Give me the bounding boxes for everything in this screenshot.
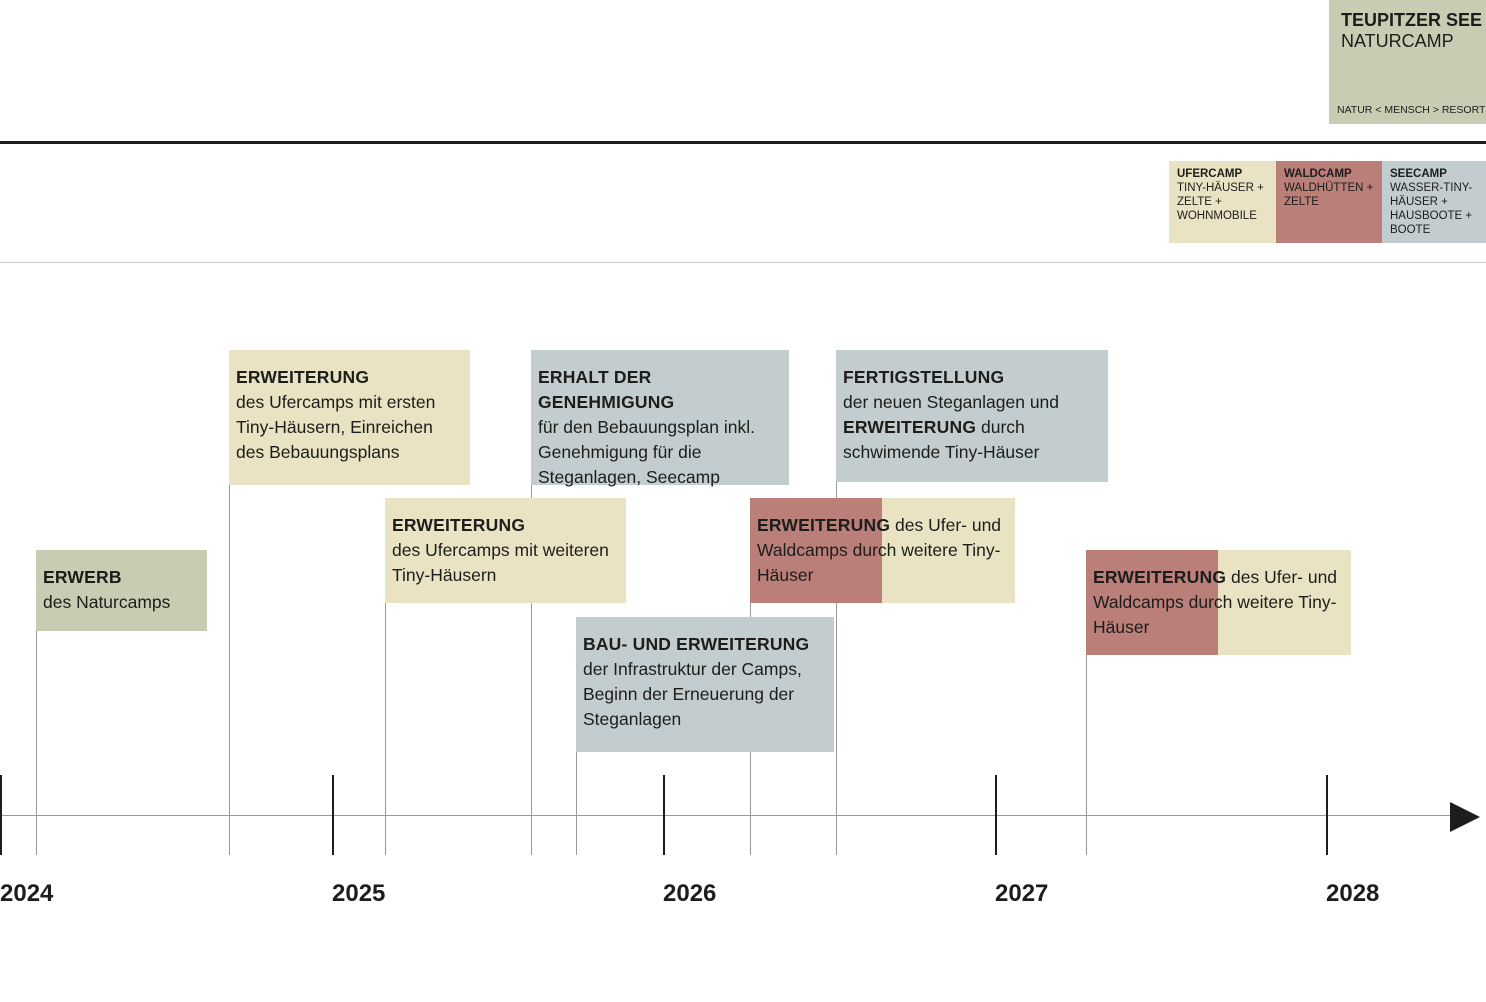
brand-title: TEUPITZER SEE bbox=[1341, 10, 1483, 30]
year-label: 2026 bbox=[663, 880, 717, 907]
event-text: des Naturcamps bbox=[43, 592, 171, 612]
event-text: des Ufer- und Waldcamps durch weitere Ti… bbox=[1093, 567, 1338, 637]
event-title: ERHALT DER GENEHMIGUNG bbox=[538, 367, 675, 412]
legend-item: WALDCAMP WALDHÜTTEN + ZELTE bbox=[1276, 161, 1382, 243]
year-label: 2028 bbox=[1326, 880, 1380, 907]
year-label: 2027 bbox=[995, 880, 1049, 907]
event-title: ERWEITERUNG bbox=[757, 515, 891, 535]
event-line bbox=[36, 550, 37, 855]
event-box: ERWEITERUNG des Ufer- und Waldcamps durc… bbox=[1086, 550, 1351, 655]
event-text: des Ufercamps mit weiteren Tiny-Häusern bbox=[392, 540, 609, 585]
year-tick bbox=[663, 775, 665, 855]
event-title: ERWEITERUNG bbox=[392, 515, 526, 535]
brand-box: TEUPITZER SEE NATURCAMP NATUR < MENSCH >… bbox=[1329, 0, 1486, 124]
year-tick bbox=[1326, 775, 1328, 855]
year-tick bbox=[332, 775, 334, 855]
event-title: ERWEITERUNG bbox=[843, 417, 977, 437]
event-text: durch schwimende Tiny-Häuser bbox=[843, 417, 1040, 462]
rule bbox=[0, 262, 1486, 263]
event-box: FERTIGSTELLUNG der neuen Steganlagen und E… bbox=[836, 350, 1108, 482]
year-label: 2025 bbox=[332, 880, 386, 907]
event-box: ERWERB des Naturcamps bbox=[36, 550, 207, 631]
event-text: für den Bebauungsplan inkl. Genehmigung … bbox=[538, 417, 755, 487]
year-label: 2024 bbox=[0, 880, 54, 907]
event-title: BAU- UND ERWEITERUNG bbox=[583, 634, 810, 654]
year-tick bbox=[995, 775, 997, 855]
event-title: ERWEITERUNG bbox=[1093, 567, 1227, 587]
legend-text: WALDHÜTTEN + ZELTE bbox=[1284, 182, 1374, 208]
event-box: ERWEITERUNG des Ufer- und Waldcamps durc… bbox=[750, 498, 1015, 603]
legend-title: UFERCAMP bbox=[1177, 168, 1243, 180]
event-title: ERWEITERUNG bbox=[236, 367, 370, 387]
rule bbox=[0, 141, 1486, 144]
event-text: des Ufercamps mit ersten Tiny-Häusern, E… bbox=[236, 392, 436, 462]
event-box: ERHALT DER GENEHMIGUNG für den Bebauungsp… bbox=[531, 350, 789, 487]
legend-item: SEECAMP WASSER-TINY-HÄUSER + HAUSBOOTE + … bbox=[1382, 161, 1486, 243]
brand-tagline: NATUR < MENSCH > RESORT bbox=[1337, 104, 1486, 116]
event-text: der neuen Steganlagen und bbox=[843, 392, 1060, 412]
year-tick bbox=[0, 775, 2, 855]
event-text: des Ufer- und Waldcamps durch weitere Ti… bbox=[757, 515, 1002, 585]
event-title: FERTIGSTELLUNG bbox=[843, 367, 1005, 387]
event-box: ERWEITERUNG des Ufercamps mit ersten Tiny… bbox=[229, 350, 470, 485]
event-title: ERWERB bbox=[43, 567, 122, 587]
legend-text: TINY-HÄUSER + ZELTE + WOHNMOBILE bbox=[1177, 182, 1264, 222]
brand-subtitle: NATURCAMP bbox=[1341, 31, 1454, 51]
legend-item: UFERCAMP TINY-HÄUSER + ZELTE + WOHNMOBILE bbox=[1169, 161, 1276, 243]
event-line bbox=[385, 498, 386, 855]
axis bbox=[0, 815, 1452, 816]
event-box: BAU- UND ERWEITERUNG der Infrastruktur de… bbox=[576, 617, 834, 752]
axis-arrow bbox=[1450, 802, 1480, 832]
legend-title: SEECAMP bbox=[1390, 168, 1447, 180]
event-box: ERWEITERUNG des Ufercamps mit weiteren Ti… bbox=[385, 498, 626, 603]
legend-title: WALDCAMP bbox=[1284, 168, 1352, 180]
event-text: der Infrastruktur der Camps, Beginn der … bbox=[583, 659, 802, 729]
event-line bbox=[229, 350, 230, 855]
event-line bbox=[1086, 550, 1087, 855]
legend-text: WASSER-TINY-HÄUSER + HAUSBOOTE + BOOTE bbox=[1390, 182, 1473, 236]
